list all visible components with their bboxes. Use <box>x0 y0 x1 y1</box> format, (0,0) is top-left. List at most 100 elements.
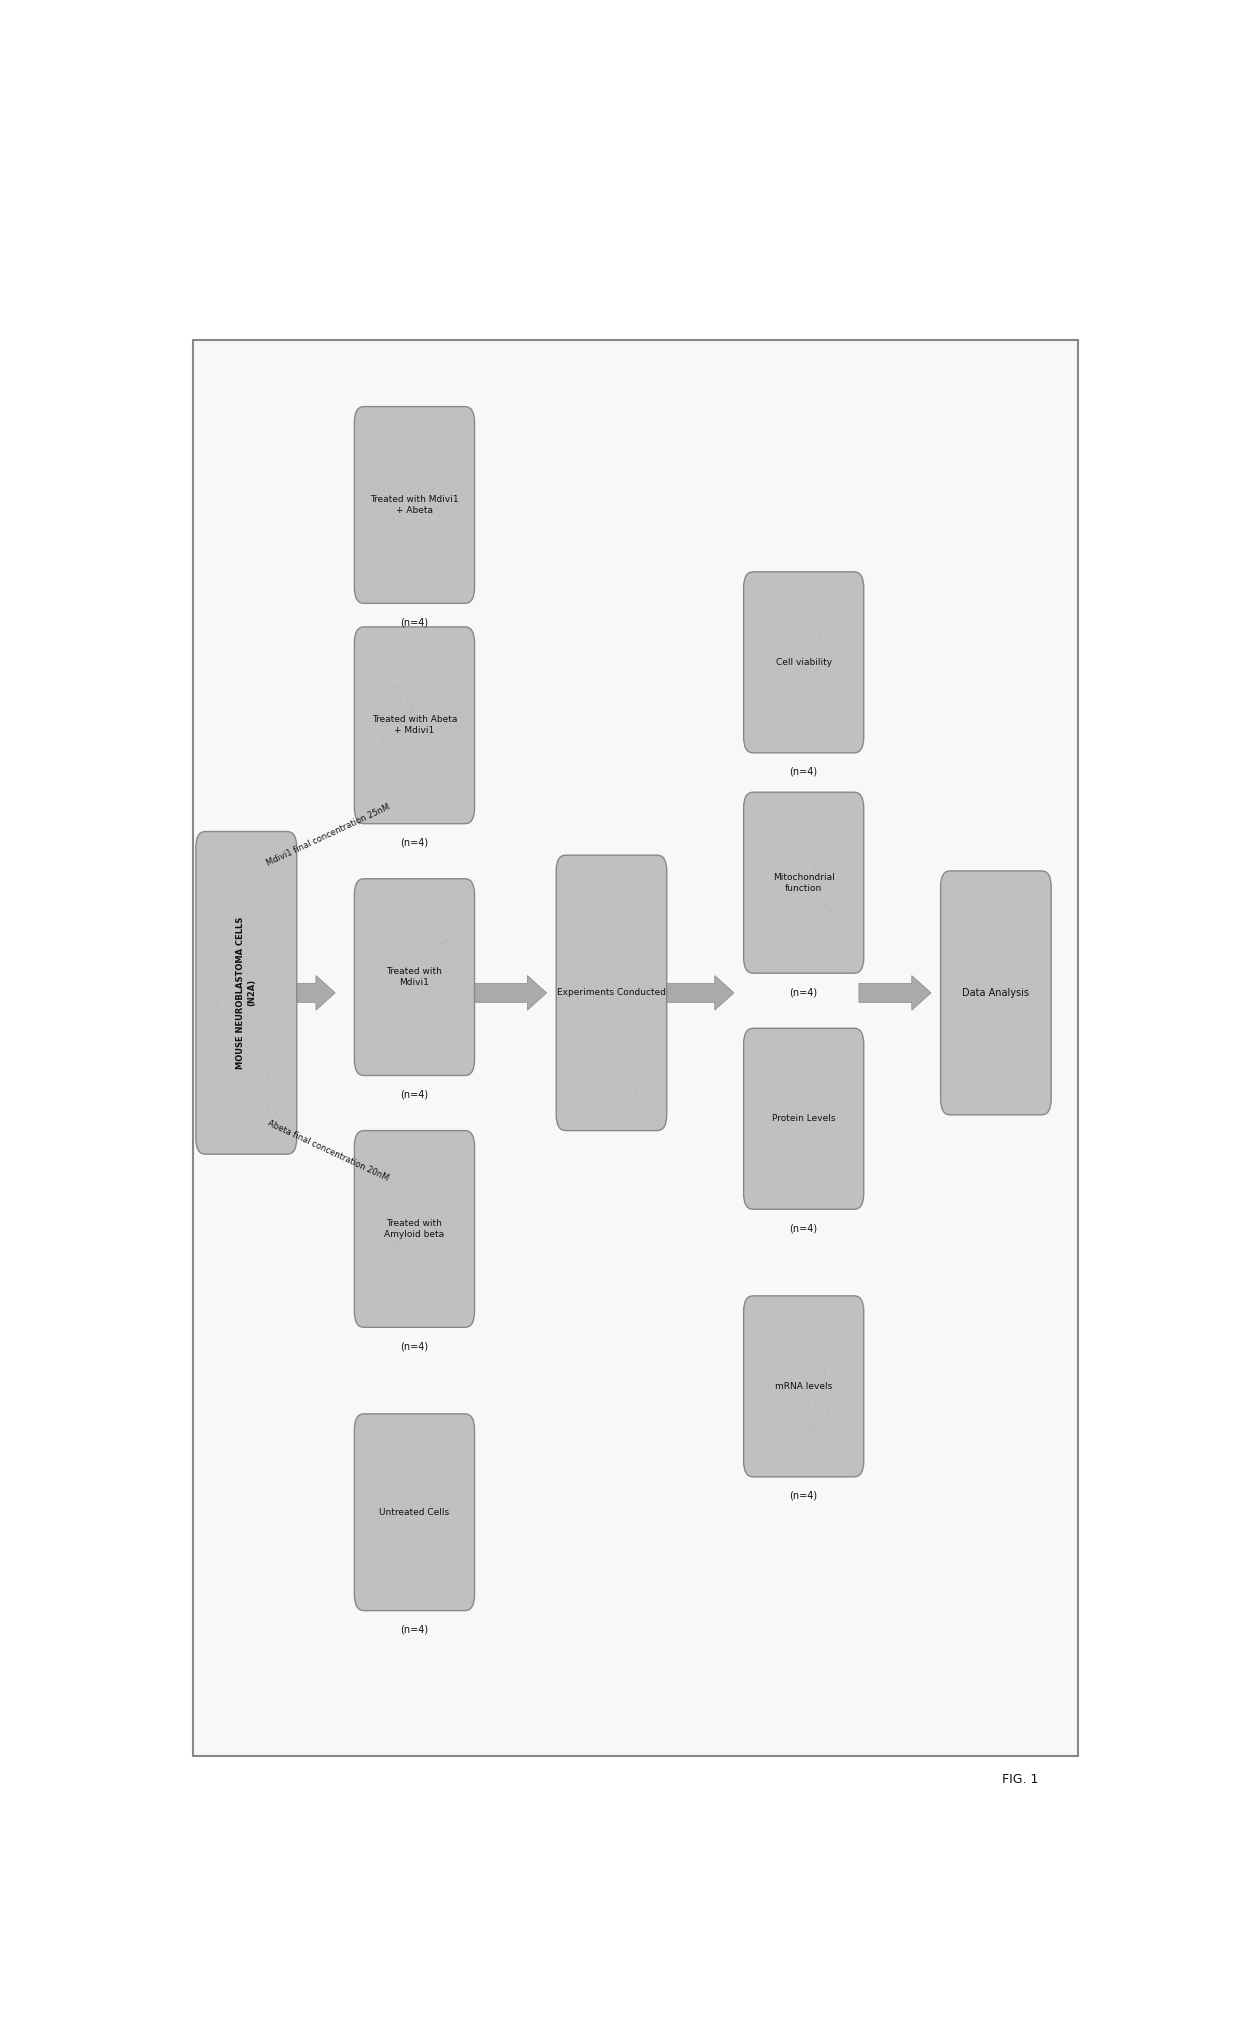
Point <box>626 1002 646 1034</box>
Point <box>763 670 782 703</box>
Point <box>422 963 441 995</box>
Point <box>208 1047 228 1079</box>
Point <box>826 924 846 957</box>
Point <box>394 1549 414 1582</box>
Point <box>786 895 806 928</box>
Point <box>376 523 396 556</box>
Point <box>379 979 399 1012</box>
Point <box>392 1558 412 1590</box>
Point <box>1013 944 1033 977</box>
Point <box>236 922 255 955</box>
Point <box>428 640 448 672</box>
Point <box>618 1083 637 1116</box>
Point <box>394 1190 414 1222</box>
Point <box>367 785 387 818</box>
Point <box>775 658 795 691</box>
Point <box>404 930 424 963</box>
Point <box>777 899 797 932</box>
Point <box>769 818 789 850</box>
Point <box>434 529 454 562</box>
Point <box>632 1006 652 1038</box>
Point <box>254 1000 274 1032</box>
Point <box>598 981 618 1014</box>
Point <box>241 1069 260 1102</box>
Point <box>596 1018 616 1051</box>
Point <box>807 1118 827 1151</box>
Point <box>601 965 621 997</box>
Point <box>382 957 402 989</box>
Point <box>985 887 1004 920</box>
Point <box>1012 901 1032 934</box>
Point <box>357 480 377 513</box>
Point <box>760 660 780 693</box>
Point <box>782 1363 802 1396</box>
Point <box>810 703 830 736</box>
Point <box>765 638 785 670</box>
Point <box>404 944 424 977</box>
Point <box>813 893 833 926</box>
Point <box>444 742 464 775</box>
Point <box>419 679 439 711</box>
Point <box>357 722 377 754</box>
Point <box>773 881 792 914</box>
Point <box>360 691 379 724</box>
Point <box>839 1051 859 1083</box>
Point <box>419 437 439 470</box>
Point <box>826 1423 846 1455</box>
Point <box>966 1004 986 1036</box>
Point <box>1001 973 1021 1006</box>
Point <box>962 989 982 1022</box>
Point <box>367 703 387 736</box>
Point <box>776 1339 796 1372</box>
Point <box>954 946 973 979</box>
Point <box>378 529 398 562</box>
Point <box>777 636 797 668</box>
Point <box>761 1400 781 1433</box>
Point <box>445 1568 465 1600</box>
Point <box>417 1496 436 1529</box>
Point <box>558 950 578 983</box>
Point <box>805 630 825 662</box>
Point <box>401 889 420 922</box>
Point <box>200 1106 219 1139</box>
Point <box>1013 1071 1033 1104</box>
Point <box>977 928 997 961</box>
Point <box>808 1055 828 1087</box>
Point <box>430 1282 450 1314</box>
Point <box>451 1251 471 1284</box>
Point <box>451 523 471 556</box>
Point <box>384 762 404 795</box>
Point <box>388 760 408 793</box>
Point <box>211 973 231 1006</box>
Point <box>750 1355 770 1388</box>
Point <box>1013 903 1033 936</box>
Point <box>761 1079 781 1112</box>
Point <box>372 715 392 748</box>
Point <box>414 1529 434 1562</box>
Point <box>825 850 844 883</box>
Point <box>746 1333 766 1365</box>
Point <box>407 1541 427 1574</box>
Point <box>573 1079 593 1112</box>
Point <box>831 617 851 650</box>
Point <box>639 1044 658 1077</box>
Point <box>983 1065 1003 1098</box>
Point <box>821 656 841 689</box>
Point <box>780 578 800 611</box>
Point <box>377 1230 397 1263</box>
Point <box>415 499 435 531</box>
Point <box>759 924 779 957</box>
Point <box>764 910 784 942</box>
Point <box>769 932 789 965</box>
Point <box>801 861 821 893</box>
Point <box>360 924 379 957</box>
Point <box>835 824 854 856</box>
Point <box>396 1271 415 1304</box>
Point <box>203 916 223 948</box>
Point <box>374 995 394 1028</box>
Point <box>453 658 472 691</box>
Point <box>389 1437 409 1470</box>
Point <box>378 419 398 452</box>
Point <box>407 1480 427 1513</box>
Point <box>818 1145 838 1177</box>
